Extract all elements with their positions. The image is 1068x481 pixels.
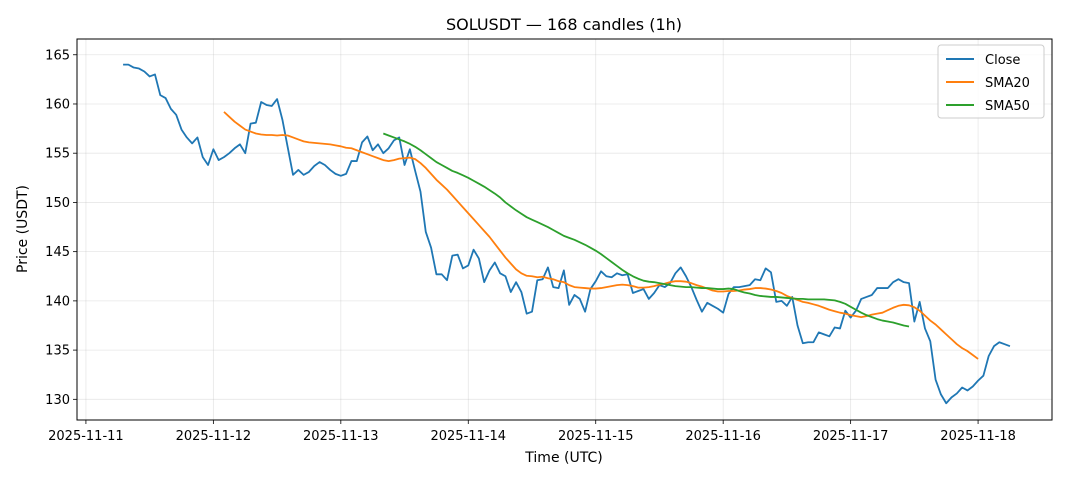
- legend-label: SMA50: [985, 99, 1030, 114]
- x-tick-label: 2025-11-12: [176, 429, 252, 444]
- plot-frame: [76, 38, 1053, 421]
- y-tick-label: 145: [45, 245, 70, 260]
- y-tick-label: 150: [45, 196, 70, 211]
- legend-label: SMA20: [985, 76, 1030, 91]
- y-tick-label: 165: [45, 48, 70, 63]
- x-axis: 2025-11-11 2025-11-12 2025-11-13 2025-11-14…: [48, 420, 1016, 444]
- y-tick-label: 135: [45, 344, 70, 359]
- legend-box: [937, 44, 1045, 119]
- chart-title: SOLUSDT — 168 candles (1h): [446, 15, 682, 34]
- x-tick-label: 2025-11-17: [813, 429, 889, 444]
- y-tick-label: 155: [45, 147, 70, 162]
- series-line-sma50: [382, 132, 910, 328]
- x-axis-label: Time (UTC): [524, 450, 602, 466]
- legend-label: Close: [985, 53, 1020, 68]
- x-tick-label: 2025-11-15: [558, 429, 634, 444]
- y-tick-label: 130: [45, 393, 70, 408]
- x-tick-label: 2025-11-14: [430, 429, 506, 444]
- series-line-sma20: [223, 111, 979, 360]
- x-tick-label: 2025-11-11: [48, 429, 124, 444]
- y-tick-label: 140: [45, 294, 70, 309]
- series-layer: [123, 63, 1011, 405]
- grid-lines: [77, 39, 1052, 420]
- series-line-close: [123, 63, 1011, 405]
- x-tick-label: 2025-11-16: [685, 429, 761, 444]
- y-axis-label: Price (USDT): [15, 185, 31, 273]
- x-tick-label: 2025-11-18: [940, 429, 1016, 444]
- x-tick-label: 2025-11-13: [303, 429, 379, 444]
- y-tick-label: 160: [45, 97, 70, 112]
- legend: Close SMA20 SMA50: [937, 44, 1045, 119]
- y-axis: 130 135 140 145 150 155 160 165: [45, 48, 77, 408]
